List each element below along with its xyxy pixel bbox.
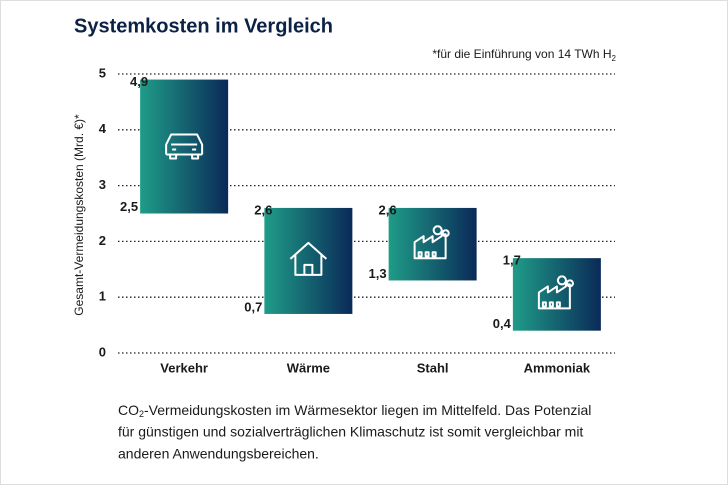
x-tick-label: Stahl xyxy=(417,360,449,375)
x-tick-label: Verkehr xyxy=(160,360,208,375)
icon xyxy=(289,241,328,276)
y-tick-label: 0 xyxy=(99,344,106,359)
range-bar xyxy=(140,79,229,214)
value-label-high: 2,6 xyxy=(254,202,272,217)
x-tick-label: Ammoniak xyxy=(524,360,591,375)
y-tick-label: 5 xyxy=(99,65,106,80)
y-tick-label: 1 xyxy=(99,289,106,304)
range-bar xyxy=(512,258,601,331)
value-label-high: 1,7 xyxy=(503,253,521,268)
icon xyxy=(413,225,450,260)
footnote-sub: 2 xyxy=(612,54,617,63)
caption-line: anderen Anwendungsbereichen. xyxy=(118,446,319,462)
caption-line: für günstigen und sozialverträglichen Kl… xyxy=(118,424,583,440)
footnote: *für die Einführung von 14 TWh H2 xyxy=(432,47,616,63)
range-bar xyxy=(388,207,477,281)
y-tick-label: 3 xyxy=(99,177,106,192)
footnote-text: *für die Einführung von 14 TWh H xyxy=(432,47,611,61)
y-tick-label: 2 xyxy=(99,233,106,248)
value-label-high: 2,6 xyxy=(379,202,397,217)
icon xyxy=(165,133,204,160)
value-label-low: 0,7 xyxy=(244,299,262,314)
value-label-low: 0,4 xyxy=(493,316,512,331)
caption-text: -Vermeidungskosten im Wärmesektor liegen… xyxy=(144,402,591,418)
y-axis-label: Gesamt-Vermeidungskosten (Mrd. €)* xyxy=(72,114,86,316)
chart-title: Systemkosten im Vergleich xyxy=(74,15,333,37)
value-label-low: 2,5 xyxy=(120,199,138,214)
icon xyxy=(537,275,574,310)
value-label-high: 4,9 xyxy=(130,74,148,89)
caption-prefix: CO xyxy=(118,402,139,418)
range-bar xyxy=(264,207,353,314)
caption-line: CO2-Vermeidungskosten im Wärmesektor lie… xyxy=(118,402,591,420)
value-label-low: 1,3 xyxy=(369,266,387,281)
y-tick-label: 4 xyxy=(99,121,107,136)
caption-sub: 2 xyxy=(139,409,144,419)
x-tick-label: Wärme xyxy=(287,360,330,375)
